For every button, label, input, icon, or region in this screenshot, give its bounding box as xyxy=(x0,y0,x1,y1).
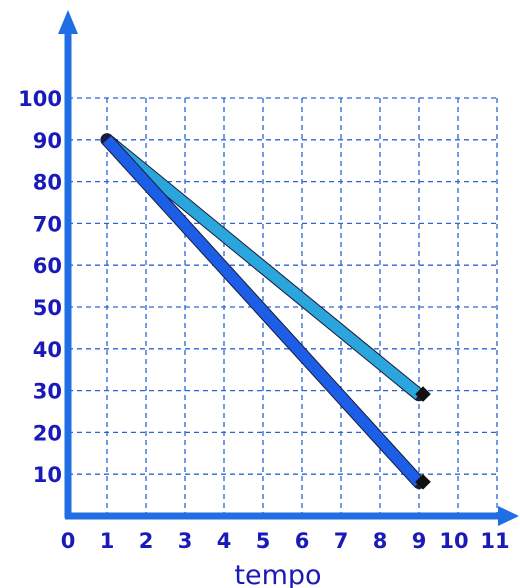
x-tick-label: 5 xyxy=(256,529,271,553)
y-axis-arrowhead xyxy=(58,10,78,34)
x-axis-arrowhead xyxy=(498,506,519,526)
data-series xyxy=(100,133,431,490)
y-tick-label: 40 xyxy=(33,338,62,362)
y-tick-label: 70 xyxy=(33,212,62,236)
y-tick-label: 80 xyxy=(33,171,62,195)
x-tick-label: 6 xyxy=(295,529,310,553)
x-tick-label: 4 xyxy=(217,529,232,553)
x-tick-label: 11 xyxy=(480,529,509,553)
x-tick-label: 0 xyxy=(61,529,76,553)
x-tick-label: 3 xyxy=(178,529,193,553)
x-tick-label: 7 xyxy=(334,529,349,553)
y-tick-label: 60 xyxy=(33,254,62,278)
series-line-2 xyxy=(102,136,424,487)
series-end-marker-1 xyxy=(415,386,431,402)
x-tick-label: 10 xyxy=(439,529,468,553)
x-tick-label: 1 xyxy=(100,529,115,553)
x-tick-label: 8 xyxy=(373,529,388,553)
y-tick-labels: 10 20 30 40 50 60 70 80 90 100 xyxy=(18,87,62,487)
x-axis-label: tempo xyxy=(234,560,321,588)
x-tick-labels: 0 1 2 3 4 5 6 7 8 9 10 11 xyxy=(61,529,510,553)
series-line-1 xyxy=(103,135,423,400)
y-tick-label: 100 xyxy=(18,87,62,111)
x-tick-label: 2 xyxy=(139,529,154,553)
series-end-marker-2 xyxy=(415,474,431,490)
y-tick-label: 10 xyxy=(33,463,62,487)
y-tick-label: 90 xyxy=(33,129,62,153)
x-tick-label: 9 xyxy=(412,529,427,553)
y-tick-label: 30 xyxy=(33,380,62,404)
y-tick-label: 20 xyxy=(33,421,62,445)
y-tick-label: 50 xyxy=(33,296,62,320)
axes xyxy=(58,10,519,526)
